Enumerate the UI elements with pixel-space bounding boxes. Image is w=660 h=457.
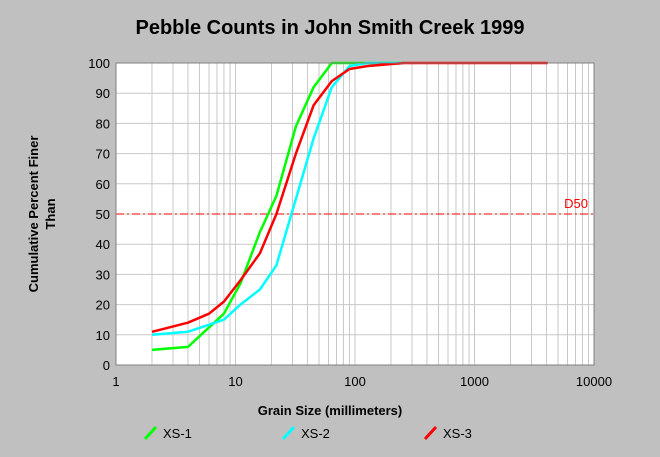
y-tick-label: 100 bbox=[88, 56, 110, 71]
chart-title: Pebble Counts in John Smith Creek 1999 bbox=[136, 17, 525, 39]
y-tick-label: 70 bbox=[96, 147, 110, 162]
d50-label: D50 bbox=[564, 196, 588, 211]
x-tick-label: 10000 bbox=[576, 374, 612, 389]
legend-swatch-xs-3 bbox=[423, 425, 438, 441]
y-tick-label: 0 bbox=[103, 358, 110, 373]
legend-label-xs-1: XS-1 bbox=[163, 426, 192, 441]
legend: XS-1 XS-2 XS-3 bbox=[143, 425, 472, 441]
x-tick-label: 10 bbox=[228, 374, 242, 389]
legend-label-xs-3: XS-3 bbox=[443, 426, 472, 441]
y-axis-label-line-2: Than bbox=[43, 198, 58, 229]
y-tick-label: 40 bbox=[96, 237, 110, 252]
legend-label-xs-2: XS-2 bbox=[301, 426, 330, 441]
y-tick-label: 50 bbox=[96, 207, 110, 222]
plot-frame bbox=[115, 62, 595, 366]
series-line-xs-2 bbox=[151, 61, 404, 337]
x-tick-labels: 1 10 100 1000 10000 bbox=[112, 374, 612, 389]
y-tick-label: 90 bbox=[96, 86, 110, 101]
y-tick-label: 60 bbox=[96, 177, 110, 192]
y-axis-label-line-1: Cumulative Percent Finer bbox=[26, 136, 41, 293]
legend-swatch-xs-1 bbox=[143, 425, 158, 441]
d50-reference: D50 bbox=[116, 196, 594, 215]
x-tick-label: 100 bbox=[344, 374, 366, 389]
y-tick-label: 80 bbox=[96, 116, 110, 131]
legend-swatch-xs-2 bbox=[281, 425, 296, 441]
x-tick-label: 1000 bbox=[460, 374, 489, 389]
x-tick-label: 1 bbox=[112, 374, 119, 389]
y-tick-label: 20 bbox=[96, 298, 110, 313]
y-tick-label: 30 bbox=[96, 267, 110, 282]
x-axis-label: Grain Size (millimeters) bbox=[258, 403, 403, 418]
y-tick-labels: 0 10 20 30 40 50 60 70 80 90 100 bbox=[88, 56, 110, 373]
y-tick-label: 10 bbox=[96, 328, 110, 343]
